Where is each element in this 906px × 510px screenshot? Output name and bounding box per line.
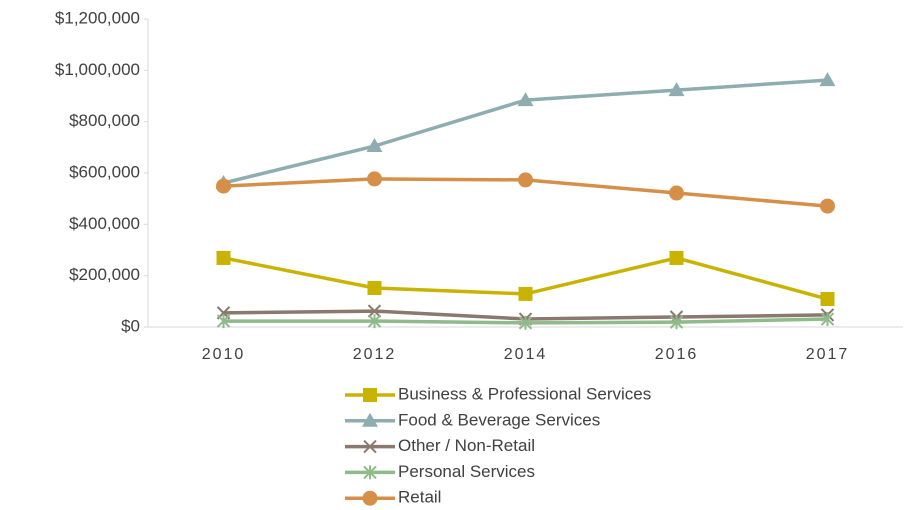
marker-shape [820, 312, 835, 327]
marker [367, 171, 382, 187]
marker [518, 315, 533, 330]
y-tick-label: $800,000 [69, 111, 140, 130]
legend-label: Retail [398, 488, 441, 507]
marker-shape [216, 250, 231, 265]
y-tick-label: $1,200,000 [55, 8, 140, 27]
marker [517, 92, 534, 107]
y-tick-label: $200,000 [69, 265, 140, 284]
marker-shape [518, 286, 533, 301]
marker-shape [518, 172, 533, 188]
marker [363, 439, 377, 454]
marker-shape [820, 198, 835, 214]
marker-shape [362, 490, 378, 506]
marker [362, 490, 378, 506]
y-tick-label: $1,000,000 [55, 60, 140, 79]
marker [362, 412, 378, 427]
x-tick-label: 2010 [202, 346, 246, 363]
marker-shape [669, 315, 684, 330]
marker-shape [367, 280, 382, 295]
marker [367, 314, 382, 329]
x-tick-label: 2014 [504, 346, 548, 363]
marker-shape [820, 292, 835, 307]
marker-shape [216, 178, 231, 194]
marker-shape [216, 314, 231, 329]
x-tick-label: 2017 [806, 346, 850, 363]
marker-shape [669, 185, 684, 201]
marker [363, 465, 377, 480]
marker [216, 250, 231, 265]
marker [518, 286, 533, 301]
marker [367, 280, 382, 295]
marker-shape [518, 315, 533, 330]
marker [820, 292, 835, 307]
marker [367, 304, 382, 318]
marker-shape [669, 250, 684, 265]
legend-label: Food & Beverage Services [398, 410, 600, 429]
marker [669, 315, 684, 330]
marker-shape [362, 412, 378, 427]
marker [216, 314, 231, 329]
marker-shape [363, 388, 377, 402]
marker [669, 250, 684, 265]
marker [668, 82, 685, 97]
legend-label: Other / Non-Retail [398, 436, 535, 455]
marker-shape [367, 314, 382, 329]
x-tick-label: 2016 [655, 346, 699, 363]
marker [518, 172, 533, 188]
marker-shape [366, 138, 383, 153]
y-tick-label: $600,000 [69, 162, 140, 181]
marker [820, 312, 835, 327]
x-tick-label: 2012 [353, 346, 397, 363]
marker-shape [367, 171, 382, 187]
legend-label: Business & Professional Services [398, 384, 651, 403]
marker [363, 388, 377, 402]
y-tick-label: $0 [121, 316, 140, 335]
marker-shape [668, 82, 685, 97]
y-tick-label: $400,000 [69, 214, 140, 233]
marker [819, 72, 836, 87]
marker-shape [367, 304, 382, 318]
marker [820, 198, 835, 214]
marker [216, 178, 231, 194]
marker [669, 185, 684, 201]
marker [366, 138, 383, 153]
marker-shape [517, 92, 534, 107]
marker-shape [819, 72, 836, 87]
marker-shape [363, 465, 377, 480]
legend-label: Personal Services [398, 462, 535, 481]
marker-shape [363, 439, 377, 454]
